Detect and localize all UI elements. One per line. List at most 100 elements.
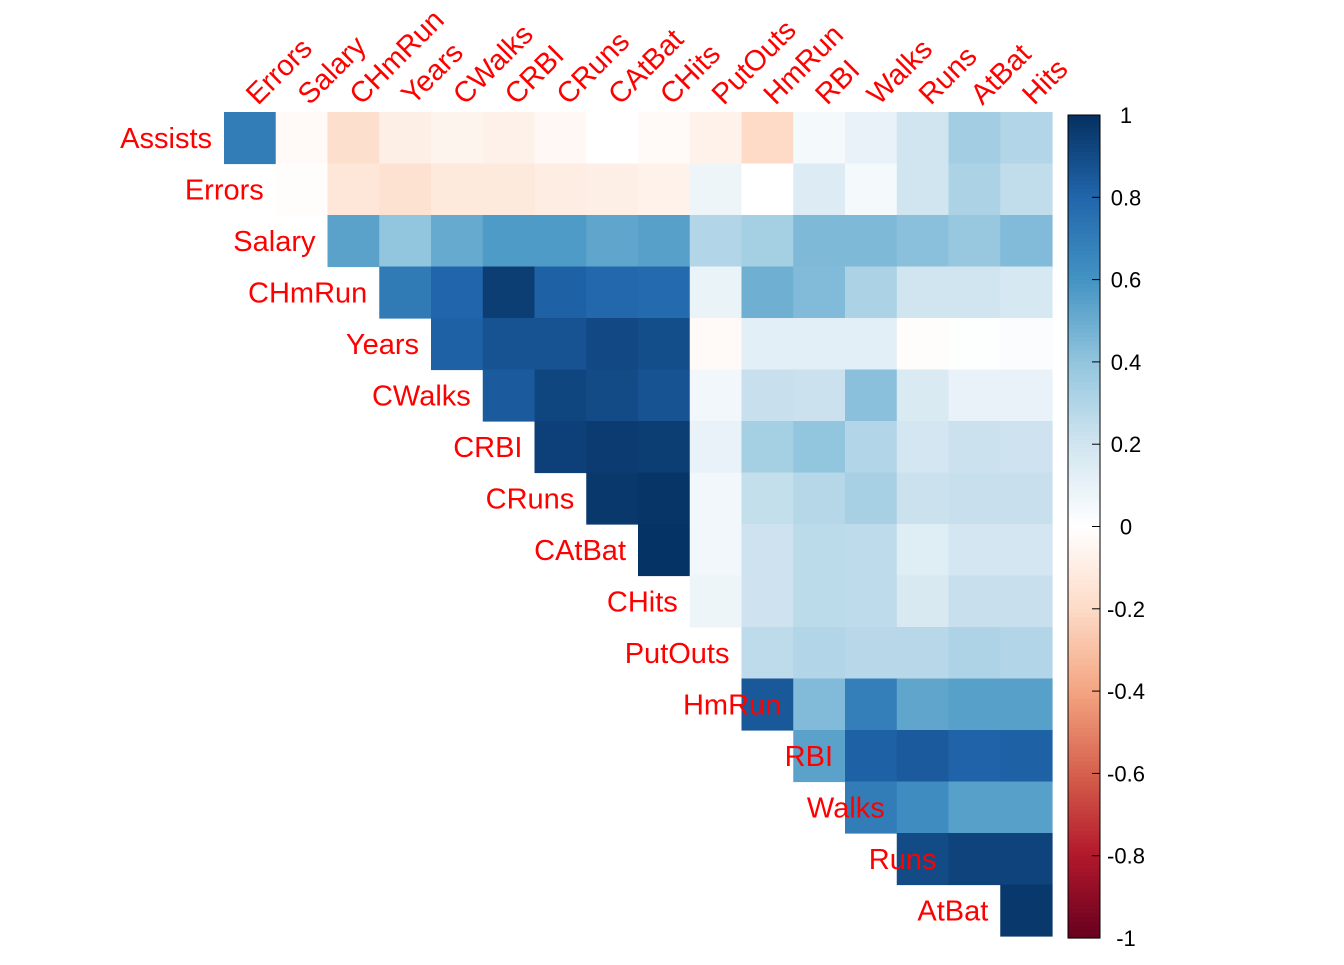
heatmap-cell: [845, 730, 898, 783]
colorbar-segment: [1068, 728, 1100, 733]
colorbar-segment: [1068, 806, 1100, 812]
colorbar-segment: [1068, 423, 1100, 429]
colorbar-segment: [1068, 802, 1100, 807]
colorbar-segment: [1068, 353, 1100, 359]
colorbar-segment: [1068, 777, 1100, 783]
heatmap-cell: [896, 833, 950, 886]
colorbar-segment: [1068, 176, 1100, 182]
heatmap-cell: [1000, 781, 1053, 834]
colorbar-segment: [1068, 542, 1100, 548]
colorbar-segment: [1068, 234, 1100, 240]
colorbar-segment: [1068, 678, 1100, 684]
colorbar-segment: [1068, 131, 1100, 137]
heatmap-cell: [1000, 524, 1053, 577]
colorbar-segment: [1068, 473, 1100, 478]
colorbar-segment: [1068, 686, 1100, 692]
colorbar-segment: [1068, 250, 1100, 256]
heatmap-cell: [793, 318, 846, 371]
colorbar-segment: [1068, 205, 1100, 211]
heatmap-cell: [896, 421, 950, 474]
heatmap-cell: [845, 369, 898, 422]
row-label: CRuns: [486, 483, 575, 515]
heatmap-cell: [1000, 472, 1053, 525]
colorbar-segment: [1068, 649, 1100, 655]
heatmap-cell: [793, 575, 846, 628]
colorbar-segment: [1068, 798, 1100, 803]
heatmap-cell: [845, 781, 898, 834]
colorbar-segment: [1068, 617, 1100, 622]
heatmap-cell: [741, 266, 794, 319]
heatmap-cell: [896, 678, 950, 731]
column-labels: ErrorsSalaryCHmRunYearsCWalksCRBICRunsCA…: [240, 4, 1074, 111]
heatmap-cell: [482, 266, 536, 319]
heatmap-cell: [482, 369, 536, 422]
heatmap-cell: [534, 421, 587, 474]
heatmap-cell: [845, 421, 898, 474]
colorbar-segment: [1068, 756, 1100, 762]
heatmap-cell: [793, 215, 846, 268]
colorbar-segment: [1068, 349, 1100, 355]
heatmap-cell: [379, 266, 432, 319]
heatmap-cell: [896, 781, 950, 834]
heatmap-cell: [741, 421, 794, 474]
colorbar-segment: [1068, 892, 1100, 898]
colorbar-tick-label: 0.6: [1111, 268, 1142, 293]
colorbar-segment: [1068, 674, 1100, 680]
colorbar-segment: [1068, 826, 1100, 832]
colorbar-segment: [1068, 168, 1100, 174]
colorbar-segment: [1068, 633, 1100, 639]
colorbar-segment: [1068, 320, 1100, 326]
colorbar-segment: [1068, 267, 1100, 272]
heatmap-cell: [327, 215, 380, 268]
colorbar-segment: [1068, 748, 1100, 754]
colorbar-segment: [1068, 296, 1100, 301]
colorbar-segment: [1068, 477, 1100, 482]
heatmap-cell: [845, 215, 898, 268]
heatmap-cell: [1000, 163, 1053, 216]
colorbar-segment: [1068, 184, 1100, 190]
heatmap-cell: [689, 163, 743, 216]
colorbar-segment: [1068, 789, 1100, 795]
heatmap-cell: [948, 369, 1001, 422]
row-label: CHmRun: [248, 277, 367, 309]
colorbar-segment: [1068, 888, 1100, 894]
colorbar-segment: [1068, 835, 1100, 840]
heatmap-cell: [482, 215, 536, 268]
heatmap-cell: [896, 163, 950, 216]
colorbar-tick-label: -1: [1116, 926, 1136, 951]
colorbar-segment: [1068, 707, 1100, 713]
colorbar-segment: [1068, 390, 1100, 396]
colorbar-tick-label: 0: [1120, 515, 1132, 540]
colorbar-segment: [1068, 645, 1100, 651]
colorbar-segment: [1068, 341, 1100, 347]
colorbar-segment: [1068, 909, 1100, 914]
colorbar-segment: [1068, 592, 1100, 598]
heatmap-cell: [638, 524, 691, 577]
row-labels: Assists Errors Salary CHmRun Years CWalks CRBI…: [120, 123, 988, 927]
colorbar-segment: [1068, 563, 1100, 569]
colorbar-tick-label: 0.8: [1111, 185, 1142, 210]
colorbar-segment: [1068, 419, 1100, 425]
heatmap-cell: [741, 575, 794, 628]
colorbar-segment: [1068, 831, 1100, 836]
colorbar-segment: [1068, 501, 1100, 507]
colorbar-segment: [1068, 226, 1100, 231]
colorbar-segment: [1068, 448, 1100, 454]
heatmap-cell: [741, 112, 794, 165]
colorbar-segment: [1068, 699, 1100, 705]
colorbar-segment: [1068, 143, 1100, 149]
colorbar-segment: [1068, 382, 1100, 388]
row-label: Assists: [120, 123, 212, 155]
colorbar-segment: [1068, 752, 1100, 758]
colorbar-segment: [1068, 929, 1100, 935]
colorbar-segment: [1068, 559, 1100, 565]
heatmap-cell: [638, 421, 691, 474]
colorbar-segment: [1068, 291, 1100, 297]
colorbar-segment: [1068, 201, 1100, 207]
heatmap-cell: [948, 781, 1001, 834]
colorbar-segment: [1068, 139, 1100, 145]
heatmap-cell: [845, 112, 898, 165]
heatmap-cell: [1000, 833, 1053, 886]
colorbar-segment: [1068, 283, 1100, 289]
colorbar-segment: [1068, 411, 1100, 416]
